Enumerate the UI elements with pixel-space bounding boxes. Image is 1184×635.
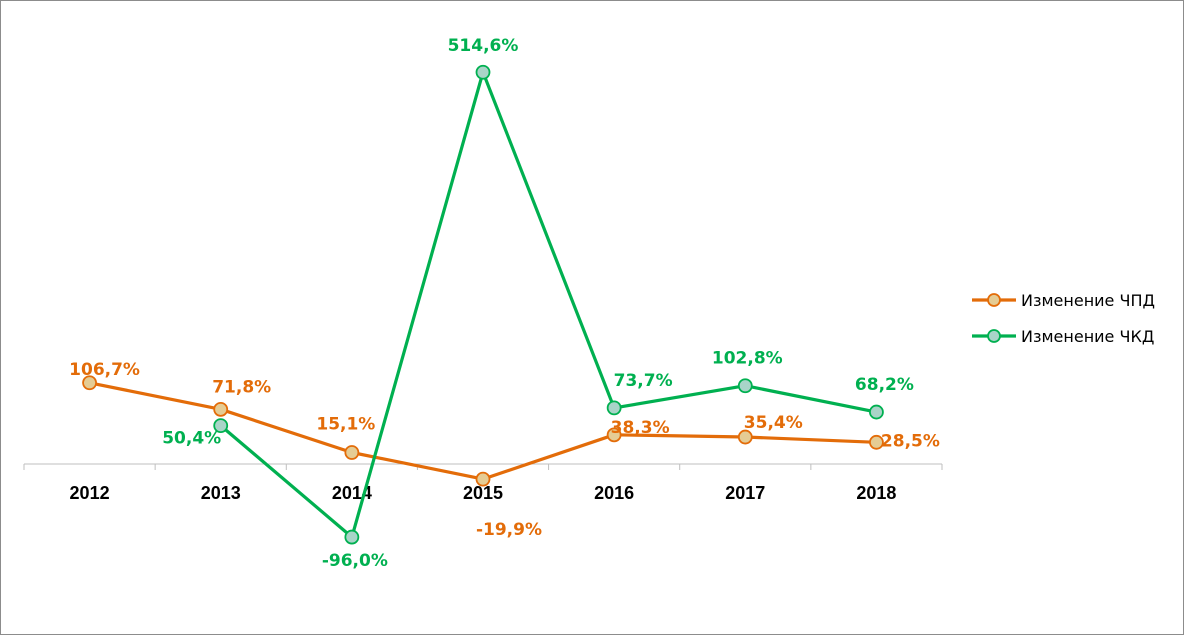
x-tick-label: 2016 (594, 483, 634, 503)
data-label: 73,7% (614, 371, 673, 391)
data-point (869, 404, 884, 420)
x-tick-label: 2015 (463, 483, 503, 503)
data-label: 514,6% (448, 36, 519, 56)
data-label: 102,8% (712, 349, 783, 369)
data-point (213, 418, 229, 434)
x-tick-label: 2018 (856, 483, 896, 503)
data-point (475, 64, 491, 80)
data-label: 35,4% (744, 413, 803, 433)
legend-entry-label: Изменение ЧКД (1021, 327, 1154, 346)
data-label: 38,3% (611, 418, 670, 438)
data-point (344, 529, 360, 545)
x-tick-label: 2012 (70, 483, 110, 503)
data-label: 15,1% (316, 415, 375, 435)
data-point (606, 400, 622, 416)
data-label: 50,4% (162, 429, 221, 449)
data-point (213, 401, 229, 417)
legend-entry-label: Изменение ЧПД (1021, 291, 1155, 310)
data-point (869, 434, 884, 450)
data-point (82, 375, 97, 391)
x-tick-label: 2013 (201, 483, 241, 503)
x-tick-label: 2017 (725, 483, 765, 503)
series-line (219, 70, 877, 539)
data-point (344, 445, 360, 460)
data-label: -19,9% (476, 520, 542, 540)
data-label: -96,0% (322, 551, 388, 571)
data-label: 28,5% (881, 431, 940, 451)
data-label: 106,7% (69, 360, 140, 380)
legend-swatch-marker (987, 293, 1001, 307)
data-point (737, 429, 753, 445)
data-point (475, 471, 491, 487)
data-point (737, 378, 753, 394)
data-point (606, 427, 622, 443)
data-label: 68,2% (855, 375, 914, 395)
data-label: 71,8% (212, 377, 271, 397)
legend-swatch-marker (987, 329, 1001, 343)
